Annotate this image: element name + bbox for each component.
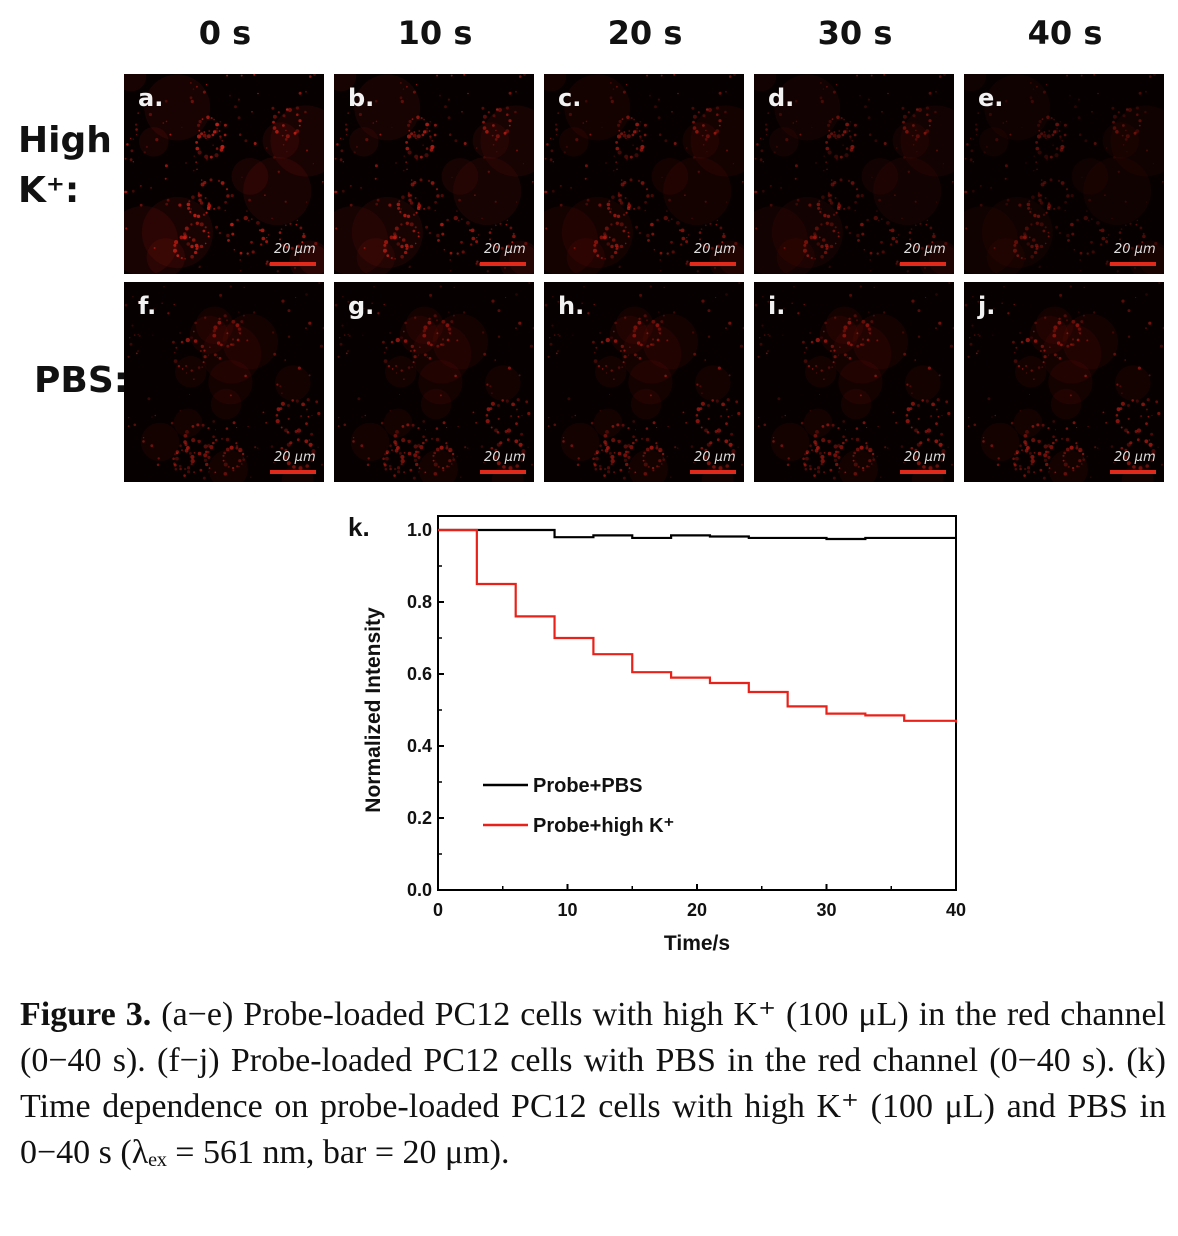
- microscopy-panel-d: d. 20 μm: [754, 74, 954, 274]
- scale-bar-label: 20 μm: [694, 450, 736, 465]
- scale-bar: [900, 262, 946, 266]
- x-tick-label: 20: [687, 900, 707, 920]
- scale-bar-label: 20 μm: [1114, 450, 1156, 465]
- panel-letter: d.: [768, 84, 795, 112]
- fluorescence-texture: [754, 74, 954, 274]
- time-label-20s: 20 s: [607, 14, 683, 52]
- x-tick-label: 40: [946, 900, 966, 920]
- legend-label: Probe+high K⁺: [533, 815, 674, 837]
- y-tick-label: 0.6: [407, 664, 432, 684]
- time-label-30s: 30 s: [817, 14, 893, 52]
- scale-bar-label: 20 μm: [904, 242, 946, 257]
- fluorescence-texture: [334, 74, 534, 274]
- panel-letter: c.: [558, 84, 582, 112]
- series-line-probe-pbs: [438, 528, 956, 541]
- scale-bar: [690, 470, 736, 474]
- fluorescence-texture: [334, 282, 534, 482]
- microscopy-panel-c: c. 20 μm: [544, 74, 744, 274]
- fluorescence-texture: [964, 282, 1164, 482]
- y-tick-label: 1.0: [407, 520, 432, 540]
- scale-bar: [690, 262, 736, 266]
- fluorescence-texture: [964, 74, 1164, 274]
- figure-caption: Figure 3. (a−e) Probe-loaded PC12 cells …: [20, 992, 1166, 1176]
- x-axis-label: Time/s: [664, 932, 730, 955]
- microscopy-panel-e: e. 20 μm: [964, 74, 1164, 274]
- caption-label: Figure 3.: [20, 996, 152, 1033]
- microscopy-panel-j: j. 20 μm: [964, 282, 1164, 482]
- scale-bar: [480, 262, 526, 266]
- fluorescence-texture: [544, 74, 744, 274]
- panel-letter: b.: [348, 84, 375, 112]
- time-label-40s: 40 s: [1027, 14, 1103, 52]
- y-axis-label: Normalized Intensity: [362, 607, 385, 813]
- microscopy-panel-b: b. 20 μm: [334, 74, 534, 274]
- panel-letter: g.: [348, 292, 375, 320]
- intensity-chart: k. 0.0 0.2 0.4 0.6 0.8 1.0 0 10 20 30 40 Time/s Norma…: [340, 500, 980, 970]
- microscopy-panel-f: f. 20 μm: [124, 282, 324, 482]
- scale-bar-label: 20 μm: [274, 450, 316, 465]
- panel-letter: i.: [768, 292, 786, 320]
- scale-bar: [1110, 470, 1156, 474]
- fluorescence-texture: [754, 282, 954, 482]
- scale-bar-label: 20 μm: [274, 242, 316, 257]
- fluorescence-texture: [124, 74, 324, 274]
- microscopy-panel-h: h. 20 μm: [544, 282, 744, 482]
- time-label-10s: 10 s: [397, 14, 473, 52]
- panel-label-k: k.: [348, 512, 370, 542]
- y-tick-label: 0.8: [407, 592, 432, 612]
- scale-bar-label: 20 μm: [694, 242, 736, 257]
- series-line-probe-high-k: [438, 528, 958, 723]
- scale-bar: [270, 470, 316, 474]
- row-label-high-k: High K⁺:: [18, 120, 112, 211]
- scale-bar: [270, 262, 316, 266]
- plot-frame: [437, 515, 957, 891]
- scale-bar-label: 20 μm: [484, 450, 526, 465]
- x-tick-label: 10: [557, 900, 577, 920]
- scale-bar-label: 20 μm: [904, 450, 946, 465]
- fluorescence-texture: [124, 282, 324, 482]
- microscopy-panel-g: g. 20 μm: [334, 282, 534, 482]
- y-tick-label: 0.4: [407, 736, 432, 756]
- legend-label: Probe+PBS: [533, 775, 642, 797]
- row-label-pbs: PBS:: [34, 360, 129, 401]
- microscopy-panel-a: a. 20 μm: [124, 74, 324, 274]
- scale-bar: [480, 470, 526, 474]
- x-tick-label: 0: [433, 900, 443, 920]
- scale-bar: [900, 470, 946, 474]
- scale-bar-label: 20 μm: [484, 242, 526, 257]
- y-tick-label: 0.0: [407, 880, 432, 900]
- caption-text: (a−e) Probe-loaded PC12 cells with high …: [20, 996, 1166, 1171]
- scale-bar-label: 20 μm: [1114, 242, 1156, 257]
- panel-letter: f.: [138, 292, 157, 320]
- intensity-chart-svg: k. 0.0 0.2 0.4 0.6 0.8 1.0 0 10 20 30 40 Time/s Norma…: [348, 512, 966, 955]
- scale-bar: [1110, 262, 1156, 266]
- fluorescence-texture: [544, 282, 744, 482]
- y-tick-label: 0.2: [407, 808, 432, 828]
- panel-letter: h.: [558, 292, 585, 320]
- x-tick-label: 30: [816, 900, 836, 920]
- panel-letter: e.: [978, 84, 1004, 112]
- panel-letter: j.: [978, 292, 996, 320]
- panel-letter: a.: [138, 84, 164, 112]
- microscopy-panel-i: i. 20 μm: [754, 282, 954, 482]
- time-label-0s: 0 s: [198, 14, 252, 52]
